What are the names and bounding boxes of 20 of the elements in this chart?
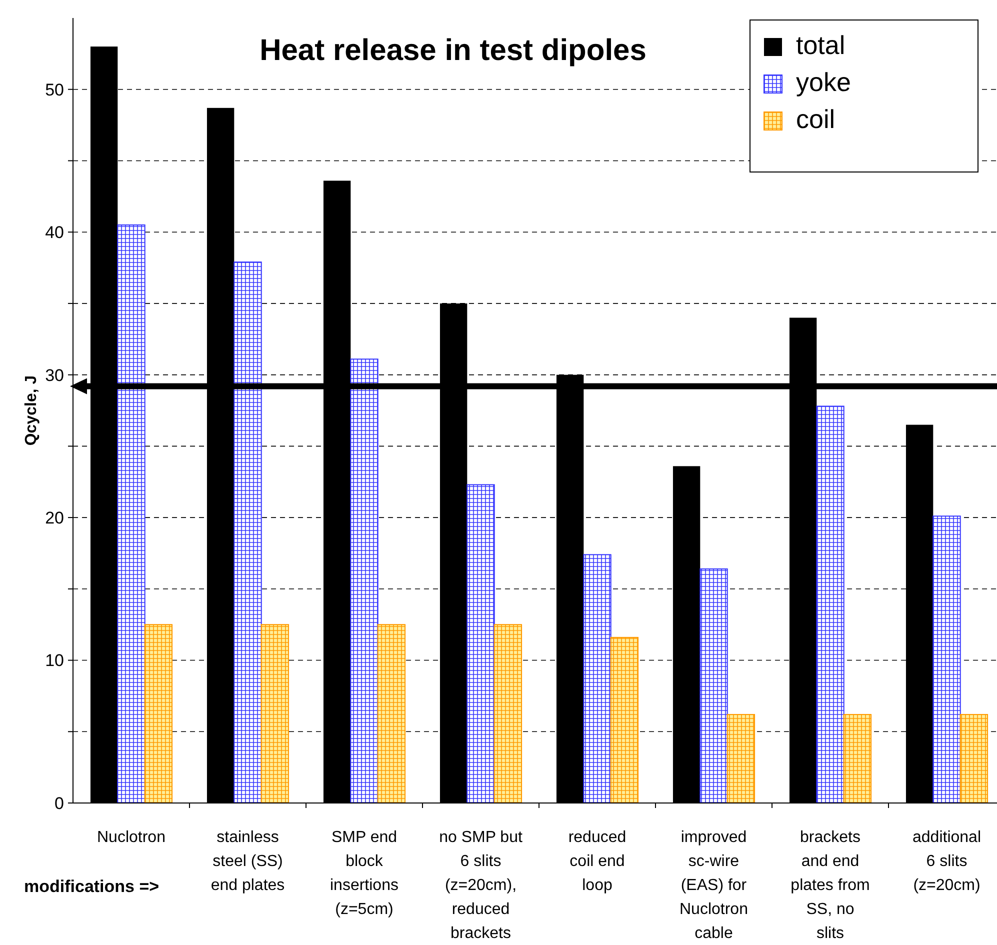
- legend-label: coil: [796, 104, 836, 134]
- x-tick-label: improved sc-wire (EAS) for Nuclotron cable: [680, 829, 748, 942]
- x-tick-label: brackets and end plates from SS, no slits: [790, 829, 870, 942]
- y-tick-label: 50: [45, 80, 64, 100]
- text: Heat release in test dipoles: [260, 34, 646, 67]
- x-tick-label: Nuclotron: [97, 829, 166, 846]
- y-tick-label: 0: [54, 794, 64, 813]
- y-tick-label: 40: [45, 223, 64, 242]
- legend-label: yoke: [796, 67, 851, 97]
- y-tick-label: 30: [45, 366, 64, 385]
- y-axis-title: Qcycle, J: [23, 375, 40, 446]
- y-tick-label: 20: [45, 508, 64, 528]
- x-tick-label: additional 6 slits (z=20cm): [912, 829, 981, 894]
- legend-label: total: [796, 30, 846, 60]
- x-tick-label: stainless steel (SS) end plates: [210, 829, 285, 894]
- text: modifications =>: [24, 877, 160, 896]
- x-tick-label: reduced coil end loop: [568, 829, 626, 894]
- x-tick-label: SMP end block insertions (z=5cm): [330, 829, 398, 918]
- y-tick-label: 10: [45, 651, 64, 670]
- x-tick-label: no SMP but 6 slits (z=20cm), reduced brackets: [439, 829, 523, 942]
